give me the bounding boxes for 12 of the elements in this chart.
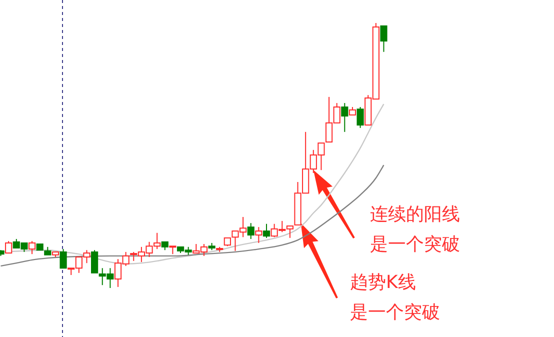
candlestick: [380, 25, 388, 52]
candlestick: [28, 240, 36, 255]
candlestick: [262, 223, 270, 238]
candlestick: [247, 222, 254, 240]
candlestick: [60, 248, 67, 269]
candlestick: [341, 102, 348, 132]
candlestick: [91, 250, 98, 274]
candlestick: [5, 240, 12, 254]
annotation: 趋势K线是一个突破: [350, 272, 440, 323]
annotation: 连续的阳线是一个突破: [370, 204, 460, 255]
candlestick: [356, 106, 364, 128]
candlestick: [255, 226, 262, 244]
